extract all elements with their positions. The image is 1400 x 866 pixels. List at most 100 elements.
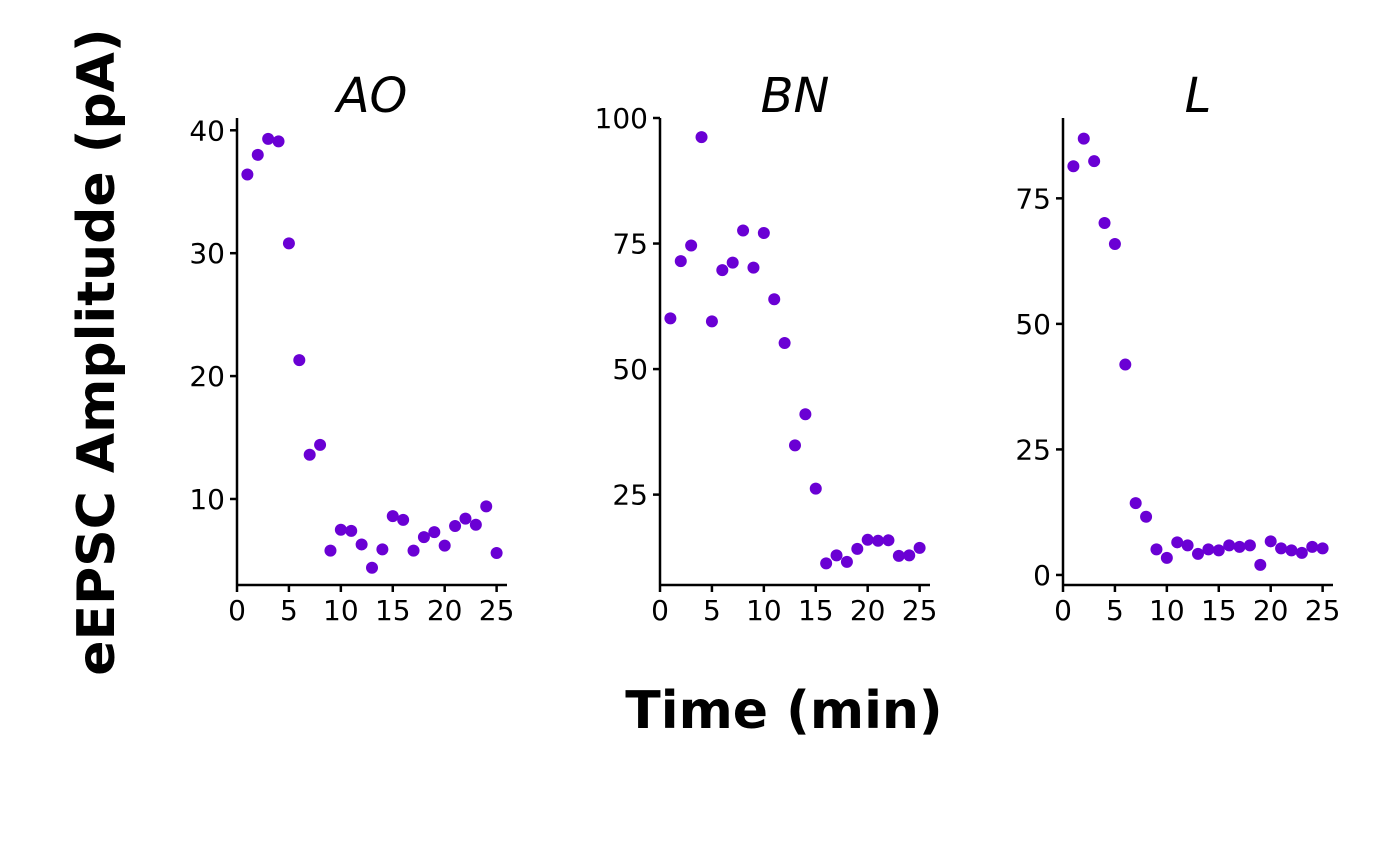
data-point bbox=[1243, 539, 1256, 552]
data-point bbox=[480, 500, 493, 513]
data-point bbox=[1264, 535, 1277, 548]
data-point bbox=[469, 518, 482, 531]
x-tick-label: 5 bbox=[703, 594, 721, 627]
data-point bbox=[241, 168, 254, 181]
y-tick-label: 100 bbox=[595, 102, 648, 135]
data-point bbox=[1119, 358, 1132, 371]
x-axis-title: Time (min) bbox=[625, 681, 942, 741]
x-tick-label: 20 bbox=[850, 594, 886, 627]
data-point bbox=[757, 226, 770, 239]
data-point bbox=[1129, 497, 1142, 510]
x-tick-label: 20 bbox=[1253, 594, 1289, 627]
data-point bbox=[851, 542, 864, 555]
data-point bbox=[345, 524, 358, 537]
data-point bbox=[449, 520, 462, 533]
data-point bbox=[674, 255, 687, 268]
data-point bbox=[397, 513, 410, 526]
data-point bbox=[809, 482, 822, 495]
y-tick-label: 75 bbox=[612, 228, 648, 261]
data-point bbox=[293, 354, 306, 367]
data-point bbox=[705, 315, 718, 328]
data-point bbox=[376, 543, 389, 556]
data-point bbox=[303, 448, 316, 461]
data-point bbox=[324, 544, 337, 557]
data-point bbox=[1212, 544, 1225, 557]
data-point bbox=[1171, 536, 1184, 549]
data-point bbox=[1306, 540, 1319, 553]
panel-bn: BN 0 5 10 15 20 25 25 50 75 100 bbox=[595, 68, 938, 627]
data-point bbox=[1275, 542, 1288, 555]
data-point bbox=[428, 526, 441, 539]
data-point bbox=[1192, 547, 1204, 560]
panel-title: AO bbox=[334, 68, 408, 124]
x-tick-label: 15 bbox=[1201, 594, 1237, 627]
data-point bbox=[334, 523, 347, 536]
x-tick-label: 15 bbox=[798, 594, 834, 627]
y-tick-label: 50 bbox=[612, 353, 648, 386]
data-point bbox=[1223, 539, 1236, 552]
x-tick-label: 15 bbox=[375, 594, 411, 627]
data-point bbox=[799, 408, 812, 421]
data-point bbox=[830, 549, 843, 562]
data-point bbox=[490, 547, 503, 560]
x-tick-label: 0 bbox=[228, 594, 246, 627]
data-point bbox=[355, 538, 368, 551]
data-point bbox=[903, 549, 916, 562]
panel-l: L 0 5 10 15 20 25 0 25 50 75 bbox=[1015, 68, 1340, 627]
data-point bbox=[747, 261, 760, 274]
data-point bbox=[1108, 238, 1121, 251]
data-point bbox=[1088, 155, 1101, 168]
data-point bbox=[262, 132, 275, 145]
data-point bbox=[1067, 160, 1080, 173]
y-tick-label: 25 bbox=[612, 479, 648, 512]
data-point bbox=[872, 534, 885, 547]
data-point bbox=[820, 557, 833, 570]
x-tick-label: 25 bbox=[902, 594, 938, 627]
data-point bbox=[438, 539, 451, 552]
y-tick-label: 40 bbox=[189, 114, 225, 147]
data-point bbox=[778, 336, 791, 349]
data-point bbox=[282, 237, 295, 250]
data-point bbox=[1285, 544, 1298, 557]
data-point bbox=[840, 555, 853, 568]
data-point bbox=[768, 293, 781, 306]
data-point bbox=[695, 131, 708, 144]
data-point bbox=[726, 256, 739, 269]
data-point bbox=[789, 439, 801, 452]
data-point bbox=[1295, 546, 1308, 559]
x-tick-label: 25 bbox=[1305, 594, 1341, 627]
x-tick-label: 0 bbox=[1054, 594, 1072, 627]
y-axis-title: eEPSC Amplitude (pA) bbox=[67, 28, 127, 675]
y-tick-label: 30 bbox=[189, 237, 225, 270]
y-tick-label: 10 bbox=[189, 483, 225, 516]
data-point bbox=[1077, 132, 1090, 145]
x-tick-label: 5 bbox=[1106, 594, 1124, 627]
data-point bbox=[251, 148, 264, 161]
data-point bbox=[1160, 551, 1173, 564]
x-tick-label: 20 bbox=[427, 594, 463, 627]
data-point bbox=[1140, 510, 1153, 523]
y-tick-label: 25 bbox=[1015, 433, 1051, 466]
data-point bbox=[1098, 216, 1111, 229]
x-tick-label: 25 bbox=[479, 594, 515, 627]
data-point bbox=[314, 438, 327, 451]
data-point bbox=[386, 510, 399, 523]
data-point bbox=[1181, 539, 1194, 552]
x-tick-label: 5 bbox=[280, 594, 298, 627]
data-point bbox=[882, 534, 895, 547]
data-point bbox=[1202, 543, 1215, 556]
data-point bbox=[737, 224, 750, 237]
y-tick-label: 0 bbox=[1033, 559, 1051, 592]
data-point bbox=[1254, 558, 1267, 571]
data-point bbox=[272, 135, 285, 148]
y-tick-label: 50 bbox=[1015, 308, 1051, 341]
panel-title: L bbox=[1185, 68, 1212, 124]
data-point bbox=[366, 561, 378, 574]
y-tick-label: 20 bbox=[189, 360, 225, 393]
x-tick-label: 10 bbox=[746, 594, 782, 627]
panel-ao: AO 0 5 10 15 20 25 10 20 30 40 bbox=[189, 68, 514, 627]
data-point bbox=[892, 549, 905, 562]
data-point bbox=[685, 239, 698, 252]
data-point bbox=[417, 531, 430, 544]
